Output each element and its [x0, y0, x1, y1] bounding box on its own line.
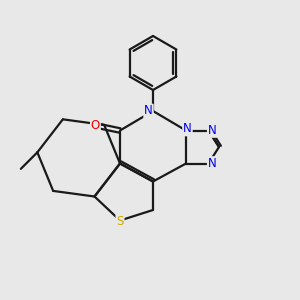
Text: S: S	[116, 214, 124, 228]
Text: N: N	[208, 124, 217, 137]
Text: N: N	[208, 157, 217, 170]
Text: O: O	[91, 119, 100, 132]
Text: N: N	[144, 104, 153, 118]
Text: N: N	[183, 122, 192, 136]
